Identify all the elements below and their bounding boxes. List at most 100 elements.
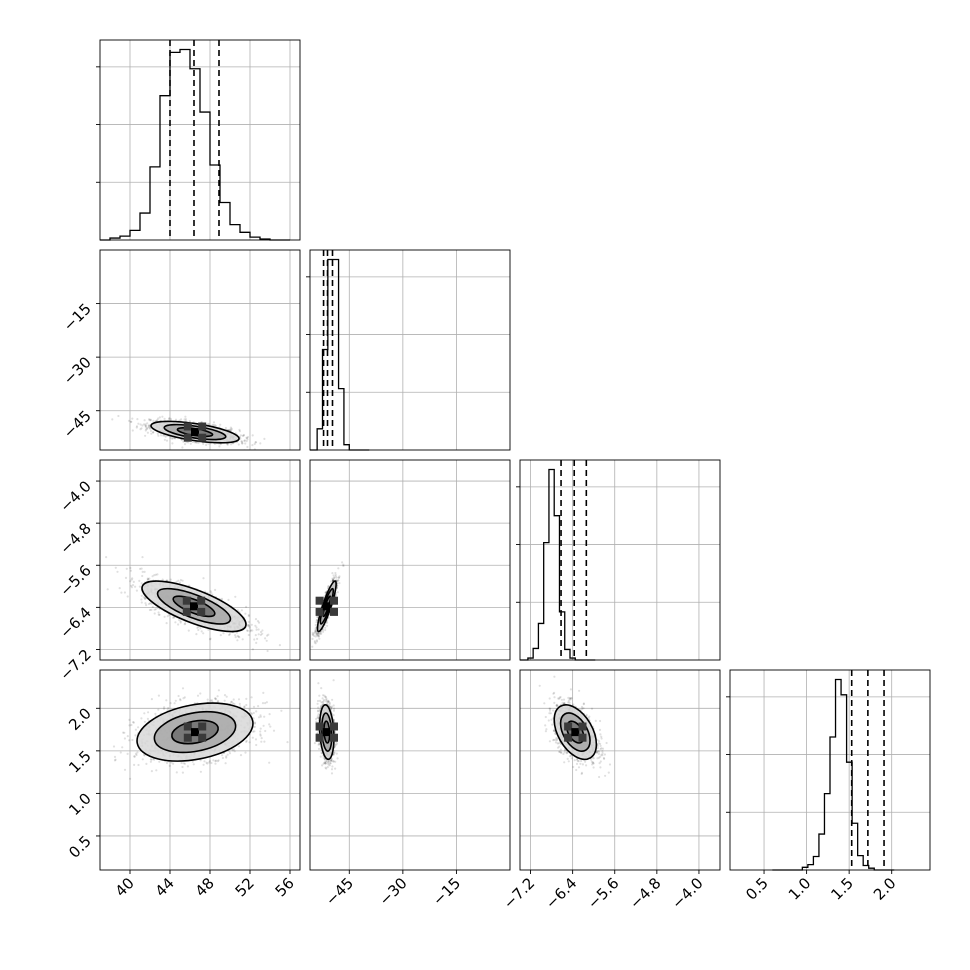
sample-point [205,443,208,447]
sample-point [241,442,244,445]
sample-point [188,420,191,423]
sample-point [212,421,216,424]
sample-point [246,445,249,449]
sample-point [230,428,233,431]
sample-point [207,442,210,445]
joint-panel [96,669,301,874]
sample-point [117,414,120,418]
sample-point [268,713,271,716]
sample-point [153,612,156,615]
sample-point [150,770,153,773]
histogram-step [100,48,290,241]
panel-frame [519,459,721,661]
sample-point [146,431,149,434]
sample-point [219,634,222,637]
sample-point [199,692,202,695]
sample-point [172,762,175,765]
sample-point [146,426,149,429]
sample-point [255,743,258,747]
sample-point [137,422,140,425]
sample-point [243,705,246,708]
sample-point [129,566,132,570]
sample-point [170,761,173,764]
sample-point [149,429,153,432]
sample-point [245,739,248,742]
sample-point [178,581,182,584]
sample-point [254,634,257,637]
sample-point [331,572,334,575]
sample-point [129,580,132,583]
sample-point [187,441,190,444]
sample-point [164,435,167,438]
sample-point [262,724,265,727]
sample-point [143,570,146,574]
sample-point [227,598,230,602]
sample-point [238,428,241,431]
sample-point [186,765,189,768]
sample-point [225,756,228,759]
sample-point [144,426,148,429]
sample-point [211,423,214,426]
density-cell [197,596,206,605]
sample-point [208,760,211,763]
sample-point [141,424,144,427]
sample-point [143,712,146,715]
sample-point [234,595,237,598]
sample-point [150,432,153,435]
sample-point [240,440,243,443]
sample-point [135,589,138,592]
sample-point [230,427,233,430]
sample-point [230,700,233,703]
sample-point [260,740,263,743]
sample-point [251,629,254,632]
sample-point [241,434,244,437]
sample-point [223,694,227,697]
sample-point [123,591,126,594]
sample-point [154,608,157,611]
sample-point [246,438,249,441]
sample-point [126,735,129,738]
sample-point [167,706,170,710]
sample-point [337,567,340,570]
sample-point [166,709,169,712]
sample-point [259,633,262,637]
sample-point [210,761,213,765]
sample-point [130,420,133,423]
panel-frame [99,459,301,661]
sample-point [209,637,212,640]
sample-point [202,442,205,445]
sample-point [251,444,254,447]
sample-point [181,765,184,769]
sample-point [149,760,152,763]
sample-point [253,442,256,446]
sample-point [263,437,266,440]
sample-point [248,625,251,628]
sample-point [245,740,248,744]
sample-point [146,578,149,581]
sample-point [129,569,132,572]
sample-point [314,630,317,634]
sample-point [254,738,258,741]
sample-point [228,750,231,753]
sample-point [114,566,117,569]
sample-point [249,630,252,633]
sample-point [243,439,246,442]
sample-point [229,428,232,431]
sample-point [149,418,152,421]
sample-point [112,745,116,748]
sample-point [272,729,276,732]
sample-point [264,637,267,640]
histogram-step [772,678,895,871]
sample-point [211,593,214,596]
sample-point [156,418,159,421]
density-cell [191,428,199,437]
sample-point [139,423,142,426]
sample-point [154,712,157,716]
sample-point [179,698,182,701]
sample-point [261,629,264,632]
sample-point [153,608,156,611]
sample-point [144,597,147,600]
sample-point [206,762,209,765]
sample-point [131,738,134,742]
sample-point [148,608,151,612]
